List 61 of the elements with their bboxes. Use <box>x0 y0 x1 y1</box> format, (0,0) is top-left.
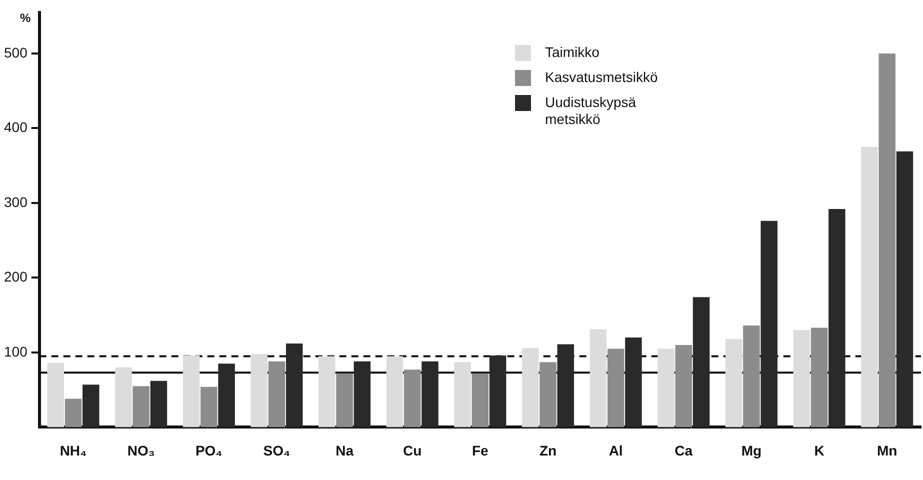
y-tick-label: 100 <box>4 343 28 360</box>
bar <box>658 348 674 428</box>
x-tick-label: PO₄ <box>195 442 222 458</box>
bar <box>454 362 471 428</box>
x-tick-label: Mg <box>741 442 762 458</box>
bar <box>692 297 710 428</box>
bar <box>218 364 235 428</box>
bar <box>743 326 760 428</box>
y-tick-label: 400 <box>4 119 28 136</box>
bar <box>47 362 64 428</box>
bar <box>132 386 150 428</box>
bar <box>250 354 268 428</box>
bar <box>828 208 846 428</box>
bar <box>336 373 353 428</box>
bar <box>760 220 778 428</box>
legend-label: Taimikko <box>545 44 600 60</box>
x-tick-label: Mn <box>876 442 898 458</box>
y-axis-title: % <box>20 11 32 25</box>
bar <box>489 355 506 428</box>
x-tick-label: SO₄ <box>263 442 290 458</box>
bar <box>557 344 574 428</box>
bar <box>422 361 438 428</box>
y-tick-label: 500 <box>4 44 28 60</box>
bar <box>150 380 168 428</box>
legend-label: Uudistuskypsä metsikkö <box>545 94 636 127</box>
bar <box>386 356 404 428</box>
x-tick-label: Cu <box>403 442 422 458</box>
bar <box>810 328 828 428</box>
bar <box>404 370 421 428</box>
bar <box>878 54 896 428</box>
bar <box>472 373 489 428</box>
bar <box>182 355 200 428</box>
bar <box>522 348 539 428</box>
bar <box>793 330 810 428</box>
x-tick-label: Al <box>608 442 623 458</box>
bar <box>82 384 100 428</box>
x-tick-label: Ca <box>674 442 693 458</box>
x-tick-label: K <box>814 442 824 458</box>
bar <box>675 344 692 428</box>
bar <box>625 338 642 428</box>
bar <box>318 356 336 428</box>
bar <box>286 343 303 428</box>
bar <box>200 386 218 428</box>
x-tick-label: Zn <box>539 442 557 458</box>
bar <box>540 362 556 428</box>
bar <box>861 146 878 428</box>
y-tick-label: 300 <box>4 194 28 210</box>
bar <box>115 367 132 428</box>
bar <box>896 151 914 428</box>
y-tick-label: 200 <box>4 268 28 285</box>
legend-label: Kasvatusmetsikkö <box>545 68 658 85</box>
x-tick-label: NO₃ <box>127 442 155 458</box>
bar <box>590 329 607 428</box>
x-tick-label: Fe <box>472 442 489 458</box>
x-tick-label: NH₄ <box>60 442 87 458</box>
bar <box>268 361 286 428</box>
bar <box>607 348 624 428</box>
bar <box>64 398 82 428</box>
x-tick-label: Na <box>336 442 354 458</box>
bar <box>354 361 371 428</box>
bar <box>725 339 742 428</box>
